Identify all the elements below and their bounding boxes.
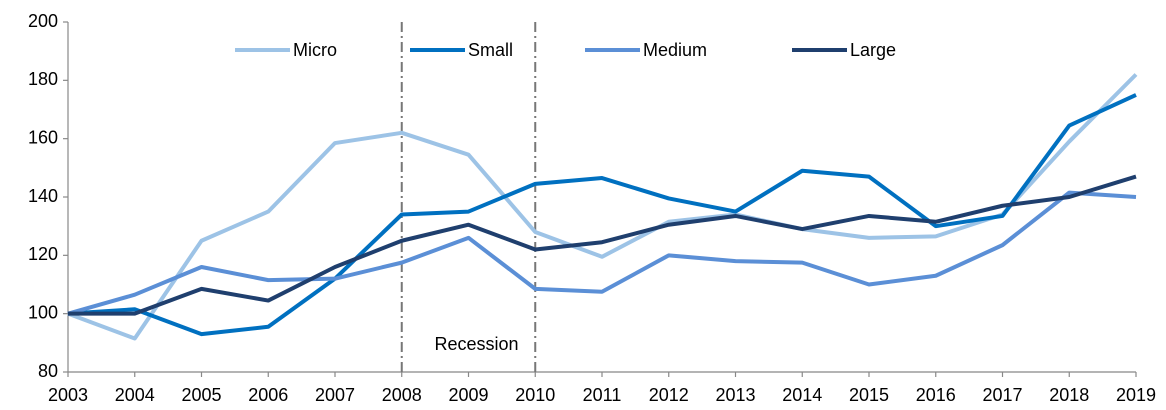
x-tick-label: 2018: [1049, 385, 1089, 405]
y-tick-label: 140: [28, 186, 58, 206]
x-tick-label: 2007: [315, 385, 355, 405]
x-tick-label: 2009: [448, 385, 488, 405]
series-line: [67, 190, 1137, 316]
x-tick-label: 2010: [515, 385, 555, 405]
x-tick-label: 2003: [48, 385, 88, 405]
x-tick-label: 2017: [982, 385, 1022, 405]
legend-label: Medium: [643, 40, 707, 60]
x-tick-label: 2015: [849, 385, 889, 405]
legend-label: Micro: [293, 40, 337, 60]
y-tick-label: 160: [28, 127, 58, 147]
y-tick-label: 120: [28, 244, 58, 264]
x-tick-label: 2014: [782, 385, 822, 405]
y-tick-label: 200: [28, 11, 58, 31]
x-tick-label: 2006: [248, 385, 288, 405]
y-tick-label: 80: [38, 361, 58, 381]
series-line: [67, 93, 1137, 337]
series-line: [67, 73, 1138, 341]
x-tick-label: 2011: [583, 385, 622, 405]
x-tick-label: 2004: [115, 385, 155, 405]
y-tick-label: 180: [28, 69, 58, 89]
recession-label: Recession: [434, 334, 518, 354]
x-tick-label: 2016: [916, 385, 956, 405]
x-tick-label: 2012: [649, 385, 689, 405]
legend-label: Small: [468, 40, 513, 60]
x-tick-label: 2019: [1116, 385, 1156, 405]
x-tick-label: 2008: [382, 385, 422, 405]
x-tick-label: 2005: [181, 385, 221, 405]
legend-label: Large: [850, 40, 896, 60]
x-tick-label: 2013: [715, 385, 755, 405]
series-line: [68, 174, 1137, 316]
y-tick-label: 100: [28, 302, 58, 322]
